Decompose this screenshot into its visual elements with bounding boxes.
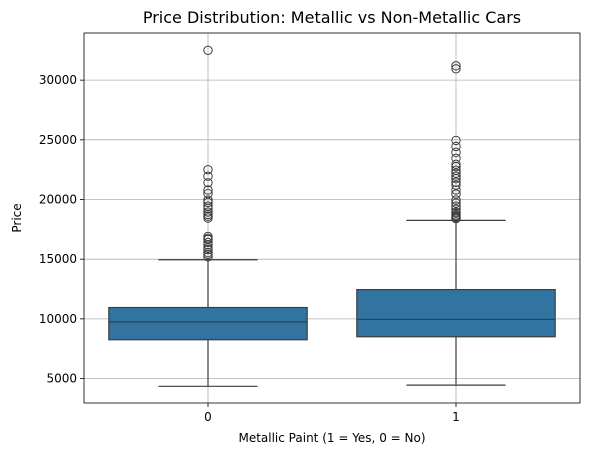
outlier-point: [451, 141, 461, 152]
plot-frame: [83, 32, 581, 404]
outlier-point: [451, 201, 461, 211]
outlier-point: [451, 207, 461, 217]
outlier-point: [203, 207, 213, 217]
y-tick-label: 10000: [39, 312, 77, 326]
box-group-0: [108, 45, 308, 387]
outlier-point: [451, 165, 461, 175]
outlier-point: [451, 61, 461, 71]
outlier-point: [451, 180, 461, 190]
outlier-point: [451, 195, 461, 205]
x-axis-label: Metallic Paint (1 = Yes, 0 = No): [238, 431, 425, 445]
outlier-point: [451, 168, 461, 178]
outlier-point: [451, 147, 461, 158]
outlier-point: [451, 171, 461, 181]
box-group-1: [356, 61, 556, 386]
outlier-point: [203, 252, 213, 262]
y-tick-label: 25000: [39, 133, 77, 147]
outlier-point: [203, 201, 213, 211]
outlier-point: [451, 185, 461, 195]
outlier-point: [203, 247, 213, 258]
grid-lines: [84, 33, 580, 403]
outlier-point: [451, 159, 461, 169]
outlier-point: [203, 237, 213, 248]
outlier-point: [451, 198, 461, 208]
outlier-point: [203, 171, 213, 181]
x-tick-label: 1: [452, 410, 460, 424]
outlier-point: [203, 231, 213, 242]
y-axis-label: Price: [10, 203, 24, 232]
y-tick-label: 30000: [39, 73, 77, 87]
y-tick-label: 5000: [46, 372, 77, 386]
outlier-point: [203, 188, 213, 199]
outlier-point: [451, 189, 461, 199]
chart-title: Price Distribution: Metallic vs Non-Meta…: [143, 8, 521, 27]
outlier-point: [451, 153, 461, 164]
outlier-point: [203, 178, 213, 188]
y-tick-label: 15000: [39, 252, 77, 266]
outlier-point: [451, 177, 461, 187]
y-tick-label: 20000: [39, 193, 77, 207]
boxes: [108, 45, 556, 387]
outlier-point: [203, 195, 213, 205]
outlier-point: [451, 64, 461, 74]
iqr-box: [108, 306, 308, 341]
outlier-point: [203, 164, 213, 175]
outlier-point: [451, 135, 461, 146]
x-tick-label: 0: [204, 410, 212, 424]
outlier-point: [451, 204, 461, 214]
outlier-point: [203, 45, 213, 56]
iqr-box: [356, 289, 556, 338]
outlier-point: [203, 185, 213, 195]
outlier-point: [203, 197, 213, 208]
axes: 5000 10000 15000 20000 25000 30000 0 1: [39, 32, 581, 424]
